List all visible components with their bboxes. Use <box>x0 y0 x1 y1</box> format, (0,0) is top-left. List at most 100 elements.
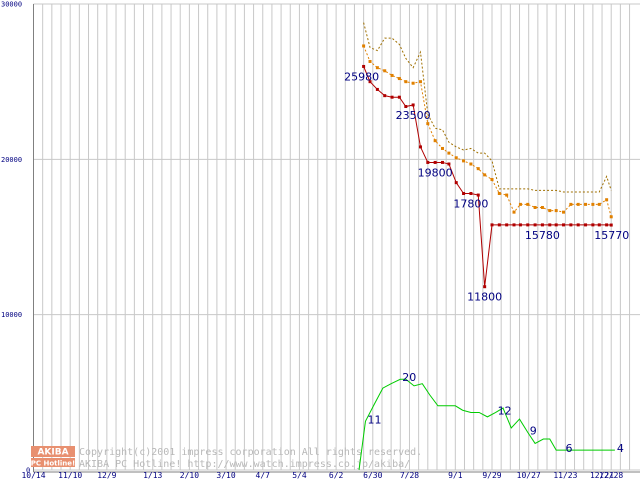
min-price-point <box>605 223 609 227</box>
data-label: 11 <box>367 413 381 426</box>
logo-bottom-text: PC Hotline! <box>31 460 75 468</box>
avg-price-point <box>375 66 379 70</box>
data-label: 20 <box>402 371 416 384</box>
x-tick-label: 12/9 <box>97 471 116 480</box>
min-price-point <box>512 223 516 227</box>
max-price-line <box>363 22 612 193</box>
min-price-point <box>418 145 422 149</box>
min-price-point <box>490 223 494 227</box>
min-price-point <box>518 223 522 227</box>
logo-top-box <box>31 446 75 457</box>
x-tick-label: 3/10 <box>216 471 235 480</box>
min-price-point <box>362 64 366 68</box>
x-tick-label: 6/2 <box>329 471 344 480</box>
y-tick-label: 0 <box>26 467 30 475</box>
avg-price-point <box>397 77 401 81</box>
data-label: 4 <box>617 442 624 455</box>
data-label: 12 <box>498 404 512 417</box>
avg-price-point <box>490 178 494 182</box>
min-price-point <box>591 223 595 227</box>
min-price-point <box>440 160 444 164</box>
min-price-point <box>548 223 552 227</box>
min-price-point <box>554 223 558 227</box>
copyright-line: Copyright(c)2001 impress corporation All… <box>79 447 422 458</box>
min-price-point <box>397 95 401 99</box>
min-price-point <box>368 80 372 84</box>
y-tick-label: 30000 <box>1 1 22 9</box>
min-price-point <box>569 223 573 227</box>
x-tick-label: 12/28 <box>599 471 623 480</box>
min-price-point <box>390 95 394 99</box>
y-tick-label: 20000 <box>1 156 22 164</box>
min-price-point <box>462 192 466 196</box>
x-tick-label: 7/28 <box>400 471 419 480</box>
min-price-point <box>469 192 473 196</box>
x-tick-label: 2/10 <box>180 471 199 480</box>
x-tick-label: 9/29 <box>482 471 501 480</box>
avg-price-point <box>426 122 430 126</box>
avg-price-point <box>368 59 372 63</box>
avg-price-point <box>483 173 487 177</box>
min-price-point <box>433 160 437 164</box>
avg-price-point <box>533 205 537 209</box>
x-tick-label: 5/4 <box>292 471 307 480</box>
min-price-point <box>584 223 588 227</box>
x-axis-ticks: 10/14 11/10 12/9 1/13 2/10 3/10 4/7 5/4 6/2 6/30 7… <box>21 471 623 480</box>
data-label: 6 <box>566 442 573 455</box>
avg-price-point <box>447 151 451 155</box>
data-label: 9 <box>530 424 537 437</box>
avg-price-point <box>540 205 544 209</box>
y-tick-label: 10000 <box>1 311 22 319</box>
x-tick-label: 1/13 <box>143 471 162 480</box>
data-label: 15780 <box>525 229 560 242</box>
site-url-line: AKIBA PC Hotline! http://www.watch.impre… <box>79 459 410 470</box>
series-layer <box>358 22 615 471</box>
min-price-point <box>483 285 487 289</box>
avg-price-point <box>597 202 601 206</box>
avg-price-point <box>497 192 501 196</box>
avg-price-point <box>518 202 522 206</box>
data-label: 15770 <box>594 229 629 242</box>
avg-price-point <box>554 209 558 213</box>
min-price-point <box>609 223 613 227</box>
min-price-point <box>505 223 509 227</box>
data-label: 19800 <box>418 166 453 179</box>
x-tick-label: 6/30 <box>363 471 382 480</box>
min-price-point <box>533 223 537 227</box>
x-tick-label: 10/14 <box>21 471 45 480</box>
avg-price-point <box>454 156 458 160</box>
data-label: 17800 <box>453 198 488 211</box>
min-price-point <box>562 223 566 227</box>
data-labels: 25980 23500 19800 17800 11800 15780 15770 11 20 1… <box>344 70 629 455</box>
data-label: 11800 <box>467 291 502 304</box>
min-price-point <box>497 223 501 227</box>
min-price-point <box>383 94 387 98</box>
shop-count-line <box>358 378 615 471</box>
x-tick-label: 4/7 <box>256 471 271 480</box>
min-price-point <box>411 103 415 107</box>
avg-price-point <box>404 80 408 84</box>
min-price-point <box>404 105 408 109</box>
x-tick-label: 12/21 <box>590 471 614 480</box>
avg-price-point <box>548 209 552 213</box>
min-price-point <box>540 223 544 227</box>
avg-price-point <box>418 80 422 84</box>
avg-price-point <box>591 202 595 206</box>
avg-price-point <box>469 162 473 166</box>
logo-top-text: AKIBA <box>37 448 68 458</box>
data-label: 25980 <box>344 70 379 83</box>
avg-price-point <box>383 69 387 73</box>
avg-price-point <box>440 146 444 150</box>
min-price-point <box>426 160 430 164</box>
min-price-point <box>597 223 601 227</box>
min-price-point <box>454 181 458 185</box>
data-label: 23500 <box>396 109 431 122</box>
avg-price-point <box>584 202 588 206</box>
akiba-pc-hotline-logo: AKIBA PC Hotline! <box>31 446 75 468</box>
logo-bottom-box <box>31 458 75 467</box>
axes <box>33 4 640 473</box>
x-tick-label: 9/1 <box>448 471 463 480</box>
min-price-point <box>375 87 379 91</box>
x-tick-label: 11/10 <box>58 471 82 480</box>
